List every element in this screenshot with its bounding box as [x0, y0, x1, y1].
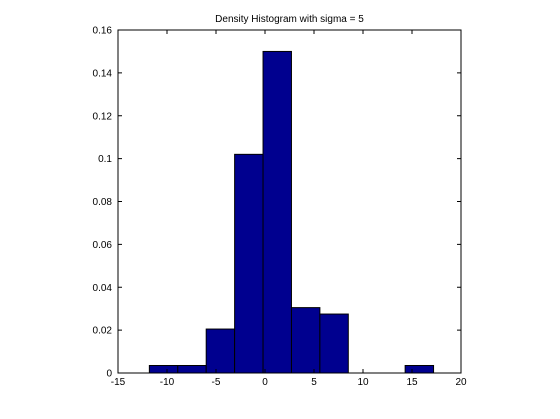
histogram-bar	[319, 313, 349, 374]
bars-group	[148, 50, 435, 374]
histogram-bar	[205, 328, 236, 374]
x-tick-label: -15	[111, 377, 126, 388]
x-tick-label: 15	[406, 377, 418, 388]
histogram-bar	[404, 364, 435, 374]
y-tick-label: 0.1	[98, 154, 112, 165]
y-tick-label: 0.04	[93, 283, 113, 294]
x-tick-label: 0	[262, 377, 268, 388]
y-tick-label: 0.08	[93, 197, 113, 208]
y-tick-label: 0.16	[93, 26, 113, 37]
x-tick-label: 10	[357, 377, 369, 388]
x-tick-label: -5	[212, 377, 221, 388]
y-tick-label: 0.02	[93, 326, 113, 337]
histogram-bar	[234, 153, 264, 374]
ticks-group: -15 -10 -5 0 5 10 15 20 0 0.02 0.04 0.06 0.08 0.1 0.12…	[93, 26, 467, 389]
histogram-bar	[177, 364, 207, 374]
histogram-bar	[148, 364, 179, 374]
y-tick-label: 0.14	[93, 68, 113, 79]
histogram-bar	[290, 307, 321, 374]
y-tick-label: 0.06	[93, 240, 113, 251]
chart-title: Density Histogram with sigma = 5	[215, 14, 364, 25]
y-tick-label: 0.12	[93, 111, 113, 122]
y-tick-label: 0	[106, 369, 112, 380]
x-tick-label: 20	[455, 377, 467, 388]
histogram-bar	[262, 50, 292, 374]
x-tick-label: -10	[160, 377, 175, 388]
x-tick-label: 5	[311, 377, 317, 388]
